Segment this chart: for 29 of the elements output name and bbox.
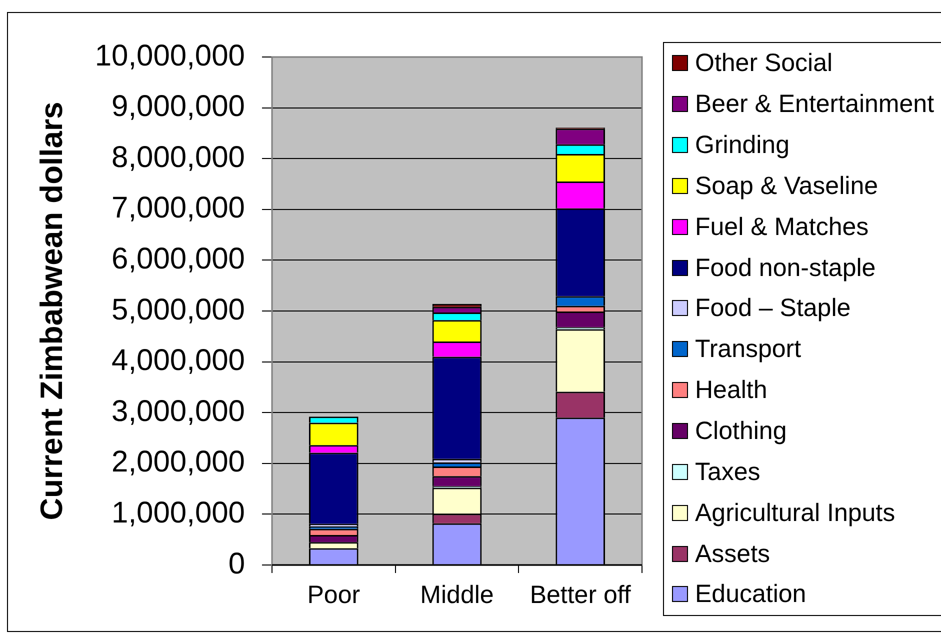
y-tick-label: 6,000,000 [112, 242, 245, 276]
x-tick-label: Better off [530, 580, 631, 609]
legend-label: Beer & Entertainment [695, 89, 934, 120]
legend-label: Taxes [695, 456, 760, 487]
legend-label: Other Social [695, 48, 833, 78]
legend-label: Soap & Vaseline [695, 170, 878, 201]
legend-label: Food non-staple [695, 252, 876, 283]
legend-label: Clothing [695, 416, 787, 446]
legend-label: Fuel & Matches [695, 212, 869, 242]
y-tick-label: 9,000,000 [112, 90, 245, 124]
y-tick-label: 0 [228, 547, 245, 580]
x-tick-label: Middle [420, 580, 494, 609]
y-tick-label: 10,000,000 [94, 39, 245, 72]
y-tick-label: 3,000,000 [112, 394, 245, 428]
y-tick-label: 7,000,000 [112, 192, 245, 225]
legend-label: Grinding [695, 130, 790, 160]
x-tick-label: Poor [307, 580, 360, 609]
y-tick-label: 4,000,000 [112, 344, 245, 378]
legend-label: Agricultural Inputs [695, 498, 896, 528]
y-tick-label: 2,000,000 [112, 446, 245, 479]
y-axis-title: Current Zimbabwean dollars [34, 102, 70, 520]
legend-label: Education [695, 579, 806, 610]
y-tick-label: 5,000,000 [112, 293, 245, 326]
y-tick-label: 8,000,000 [112, 140, 245, 174]
y-tick-label: 1,000,000 [112, 496, 245, 530]
legend-label: Assets [695, 538, 770, 569]
legend-label: Health [695, 375, 768, 406]
legend-label: Transport [695, 334, 802, 364]
legend-label: Food – Staple [695, 293, 851, 324]
